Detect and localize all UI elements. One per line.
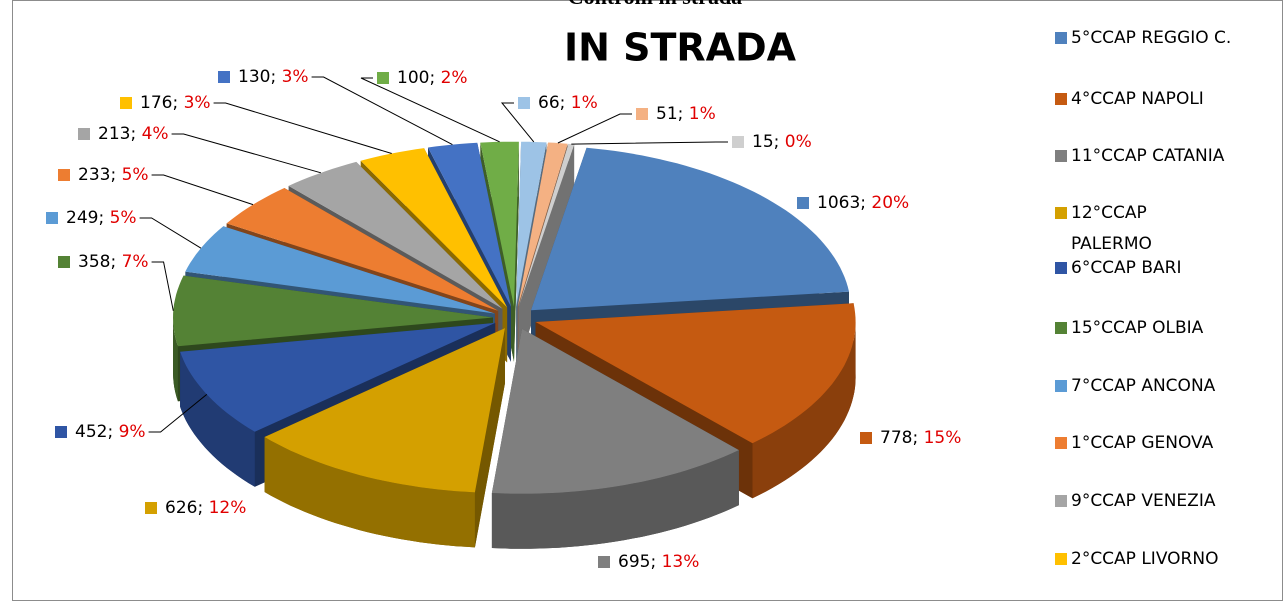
leader-line	[500, 102, 535, 143]
slice-rim	[491, 450, 739, 549]
data-label-key	[58, 169, 70, 181]
leader-line	[151, 174, 254, 206]
data-label-key	[145, 502, 157, 514]
data-label-key	[120, 97, 132, 109]
slice	[518, 143, 575, 307]
slice	[535, 303, 856, 444]
data-label: 213; 4%	[98, 124, 169, 144]
data-label: 233; 5%	[78, 165, 149, 185]
data-label: 66; 1%	[538, 93, 598, 113]
data-label: 626; 12%	[165, 498, 246, 518]
data-label: 176; 3%	[140, 93, 211, 113]
leader-line	[148, 394, 208, 433]
slice	[180, 322, 496, 432]
leader-line	[139, 217, 202, 249]
data-label: 51; 1%	[656, 104, 716, 124]
data-label: 249; 5%	[66, 208, 137, 228]
data-label: 15; 0%	[752, 132, 812, 152]
legend-key	[1055, 207, 1067, 219]
legend-key	[1055, 553, 1067, 565]
data-label-key	[732, 136, 744, 148]
legend-label: 4°CCAP NAPOLI	[1071, 89, 1204, 109]
legend-label: 15°CCAP OLBIA	[1071, 318, 1204, 338]
legend-key	[1055, 380, 1067, 392]
data-label-key	[218, 71, 230, 83]
legend-label: 12°CCAP PALERMO	[1071, 203, 1152, 254]
legend-key	[1055, 322, 1067, 334]
data-label: 100; 2%	[397, 68, 468, 88]
slice	[491, 328, 739, 494]
data-label: 778; 15%	[880, 428, 961, 448]
data-label: 1063; 20%	[817, 193, 909, 213]
data-label: 695; 13%	[618, 552, 699, 572]
legend-key	[1055, 262, 1067, 274]
data-label: 452; 9%	[75, 422, 146, 442]
data-label: 130; 3%	[238, 67, 309, 87]
leader-line	[557, 113, 632, 144]
legend-label: 7°CCAP ANCONA	[1071, 376, 1216, 396]
legend-key	[1055, 93, 1067, 105]
leader-line	[311, 76, 453, 146]
slice	[185, 226, 495, 314]
leader-line	[151, 261, 174, 311]
slice	[428, 142, 511, 307]
slice	[531, 147, 849, 311]
legend-key	[1055, 437, 1067, 449]
legend-label: 5°CCAP REGGIO C.	[1071, 28, 1231, 48]
legend-label: 2°CCAP LIVORNO	[1071, 549, 1218, 569]
slice	[517, 142, 568, 307]
slice-rim	[173, 317, 178, 402]
slice	[516, 141, 547, 307]
data-label-key	[55, 426, 67, 438]
legend-key	[1055, 32, 1067, 44]
legend-key	[1055, 150, 1067, 162]
data-label-key	[598, 556, 610, 568]
slice-rim	[752, 322, 856, 499]
slice-rim	[180, 351, 255, 487]
legend-label: 11°CCAP CATANIA	[1071, 146, 1225, 166]
slice	[264, 328, 505, 493]
chart-supertitle: Controlli in strada	[568, 0, 742, 9]
legend-label: 9°CCAP VENEZIA	[1071, 491, 1216, 511]
data-label-key	[797, 197, 809, 209]
data-label: 358; 7%	[78, 252, 149, 272]
legend-label: 6°CCAP BARI	[1071, 258, 1181, 278]
slice	[360, 148, 508, 308]
slice-wall	[514, 141, 519, 362]
leader-line	[571, 141, 728, 145]
legend-label: 1°CCAP GENOVA	[1071, 433, 1214, 453]
pie	[173, 141, 856, 549]
leader-line	[171, 133, 322, 174]
slice	[480, 141, 519, 307]
leader-line	[213, 102, 392, 154]
data-label-key	[377, 72, 389, 84]
slice	[173, 275, 493, 347]
slice-rim	[264, 437, 475, 548]
data-label-key	[518, 97, 530, 109]
slice	[288, 161, 503, 309]
data-label-key	[78, 128, 90, 140]
leader-line	[360, 77, 500, 143]
data-label-key	[860, 432, 872, 444]
chart-title: IN STRADA	[564, 26, 797, 70]
data-label-key	[58, 256, 70, 268]
legend-key	[1055, 495, 1067, 507]
data-label-key	[636, 108, 648, 120]
data-label-key	[46, 212, 58, 224]
slice	[226, 188, 499, 311]
